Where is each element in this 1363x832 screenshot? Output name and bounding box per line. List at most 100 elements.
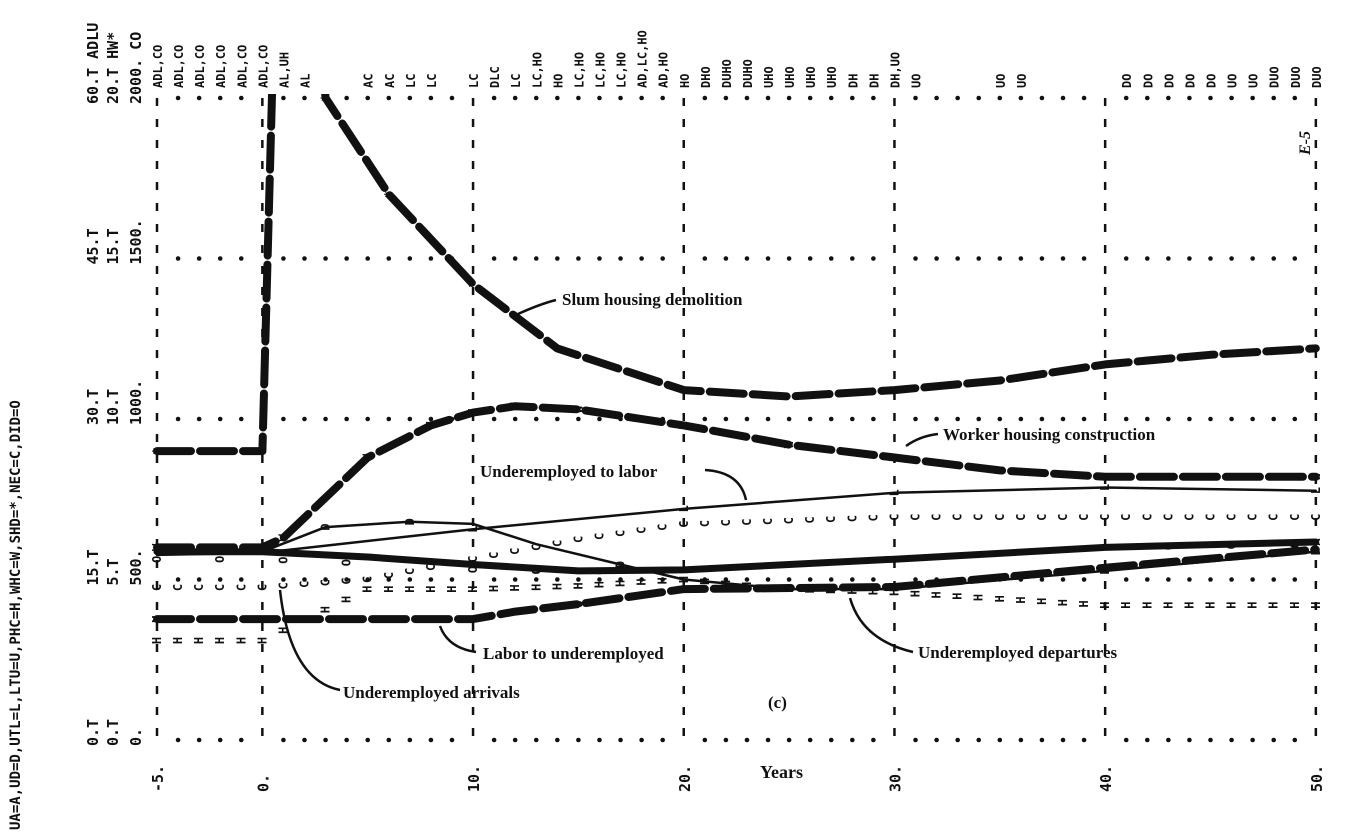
grid-dot: [323, 416, 328, 422]
grid-dot: [765, 256, 771, 261]
grid-dot: [491, 577, 497, 582]
grid-dot: [934, 416, 939, 422]
grid-dot: [386, 577, 392, 582]
panel-label: (c): [768, 693, 787, 712]
grid-dot: [976, 416, 982, 422]
grid-dot: [913, 416, 918, 422]
grid-dot: [1250, 737, 1255, 743]
grid-dot: [597, 577, 602, 582]
overflow-label: ADL,CO: [151, 45, 165, 88]
series-marker: H: [1119, 602, 1133, 609]
grid-dot: [175, 95, 181, 101]
overflow-label: AL: [298, 74, 312, 88]
grid-dot: [597, 95, 602, 101]
series-marker: W: [993, 466, 1007, 474]
grid-dot: [217, 95, 223, 101]
series-marker: H: [1267, 602, 1281, 609]
series-marker: H: [824, 587, 838, 594]
y-tick-label: 1000.: [127, 380, 145, 425]
series-marker: *: [1098, 361, 1112, 368]
grid-dot: [828, 416, 834, 422]
grid-dot: [997, 737, 1003, 743]
grid-dot: [576, 256, 581, 261]
y-tick-label: 5.T: [104, 558, 122, 585]
grid-dot: [1166, 95, 1171, 101]
series-marker: H: [677, 576, 691, 583]
overflow-label: DHO: [699, 66, 713, 88]
grid-dot: [765, 95, 771, 101]
overflow-label: DH,UO: [888, 52, 902, 88]
series-marker: O: [909, 554, 923, 561]
grid-dot: [597, 737, 602, 743]
series-marker: H: [255, 637, 269, 644]
series-marker: H: [698, 578, 712, 585]
series-marker: A: [677, 565, 691, 573]
grid-dot: [702, 737, 708, 743]
y-tick-label: 45.T: [84, 228, 102, 264]
grid-dot: [533, 256, 539, 261]
grid-dot: [428, 577, 434, 582]
grid-dot: [1144, 416, 1150, 422]
overflow-label: DO: [1162, 74, 1176, 88]
grid-dot: [344, 256, 349, 261]
series-marker: C: [972, 514, 986, 521]
grid-dot: [850, 95, 855, 101]
annotation-label: Labor to underemployed: [483, 644, 664, 663]
grid-dot: [196, 577, 202, 582]
grid-dot: [1039, 577, 1045, 582]
grid-dot: [1039, 256, 1045, 261]
series-marker: H: [550, 583, 564, 590]
grid-dot: [618, 256, 623, 261]
grid-dot: [1123, 95, 1129, 101]
x-tick-label: 20.: [676, 765, 694, 792]
series-marker: H: [297, 616, 311, 623]
series-marker: W: [571, 405, 585, 413]
series-marker: H: [213, 637, 227, 644]
grid-dot: [1271, 256, 1277, 261]
series-marker: C: [403, 568, 417, 575]
grid-dot: [1144, 256, 1150, 261]
grid-dot: [1208, 256, 1213, 261]
grid-dot: [828, 737, 834, 743]
grid-dot: [576, 577, 581, 582]
grid-dot: [323, 577, 328, 582]
grid-dot: [217, 416, 223, 422]
overflow-label: DH: [867, 74, 881, 88]
x-tick-label: 30.: [886, 765, 904, 792]
overflow-label: LC: [404, 74, 418, 88]
series-marker: H: [909, 590, 923, 597]
y-tick-label: 2000. CO: [127, 32, 145, 104]
grid-dot: [365, 577, 371, 582]
grid-dot: [512, 256, 518, 261]
series-marker: O: [1225, 542, 1239, 549]
grid-dot: [555, 577, 560, 582]
series-marker: *: [319, 94, 333, 101]
grid-dot: [913, 577, 918, 582]
series-marker: W: [150, 543, 164, 551]
series-marker: C: [1140, 514, 1154, 521]
series-marker: H: [993, 595, 1007, 602]
grid-dot: [660, 577, 665, 582]
grid-dot: [217, 577, 223, 582]
grid-dot: [1187, 577, 1192, 582]
grid-dot: [660, 95, 665, 101]
series-marker: C: [508, 548, 522, 555]
series-marker: C: [803, 516, 817, 523]
series-marker: C: [1204, 514, 1218, 521]
grid-dot: [1018, 95, 1024, 101]
overflow-label: LC,HO: [615, 52, 629, 88]
series-marker: D: [1309, 548, 1323, 555]
grid-dot: [428, 95, 434, 101]
grid-dot: [744, 95, 750, 101]
series-line: [153, 402, 1320, 552]
grid-dot: [1187, 737, 1192, 743]
grid-dot: [597, 256, 602, 261]
overflow-label: DUO: [1268, 66, 1282, 88]
series-marker: H: [340, 596, 354, 603]
series-marker: C: [719, 519, 733, 526]
series-marker: C: [340, 577, 354, 584]
series-marker: *: [677, 386, 691, 393]
grid-dot: [765, 737, 771, 743]
grid-dot: [1144, 95, 1150, 101]
